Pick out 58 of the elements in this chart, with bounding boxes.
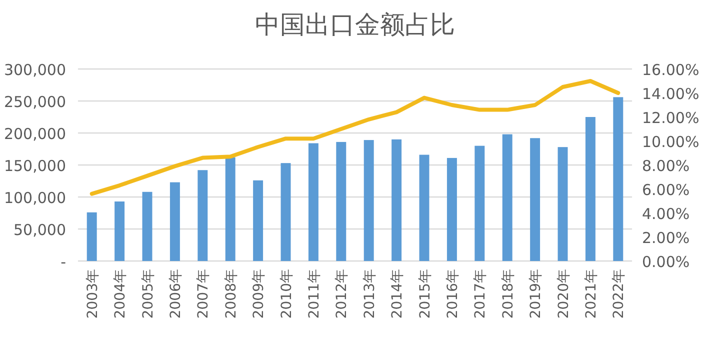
x-tick-label: 2013年 (362, 269, 378, 319)
y-tick-label: 150,000 (4, 157, 66, 175)
y-tick-label: 250,000 (4, 93, 66, 111)
y2-tick-label: 4.00% (642, 205, 690, 223)
x-tick-label: 2017年 (472, 269, 489, 319)
bar (474, 146, 485, 261)
chart-title: 中国出口金额占比 (255, 10, 455, 39)
x-tick-label: 2006年 (168, 269, 184, 319)
x-tick-label: 2010年 (278, 269, 295, 319)
y2-tick-label: 14.00% (642, 85, 700, 103)
x-tick-label: 2015年 (417, 269, 434, 319)
bar (170, 182, 180, 261)
bar (253, 180, 264, 261)
x-tick-label: 2009年 (251, 269, 268, 319)
bar (225, 157, 236, 261)
bar (308, 143, 318, 261)
y2-tick-label: 2.00% (642, 229, 690, 247)
y2-tick-label: 0.00% (642, 253, 690, 271)
y2-tick-label: 16.00% (642, 61, 700, 79)
bar (114, 201, 125, 261)
x-tick-label: 2008年 (223, 269, 240, 319)
bar (419, 154, 430, 261)
line-series (90, 79, 620, 196)
bar (280, 163, 291, 261)
y-tick-label: 50,000 (14, 221, 66, 239)
x-tick-label: 2007年 (196, 269, 212, 319)
x-tick-label: 2016年 (444, 269, 461, 319)
y2-tick-label: 6.00% (642, 181, 690, 199)
bar (198, 170, 208, 261)
x-tick-label: 2018年 (500, 269, 516, 319)
y-tick-label: 100,000 (4, 189, 66, 207)
x-tick-label: 2012年 (334, 269, 350, 319)
y2-tick-label: 8.00% (642, 157, 690, 175)
x-tick-label: 2004年 (112, 269, 129, 319)
bar (585, 117, 596, 261)
x-tick-label: 2014年 (390, 269, 406, 319)
bar (558, 147, 568, 261)
y-tick-label: 300,000 (4, 61, 66, 79)
bar (392, 139, 402, 261)
x-tick-label: 2011年 (306, 269, 322, 319)
y-tick-label: - (60, 253, 66, 271)
x-tick-label: 2020年 (556, 269, 572, 319)
bar (364, 140, 374, 261)
y-tick-label: 200,000 (4, 125, 66, 143)
bar (336, 142, 346, 261)
bar (613, 97, 624, 261)
x-tick-label: 2003年 (84, 269, 101, 319)
bar (86, 212, 97, 261)
x-tick-label: 2005年 (140, 269, 156, 319)
y2-tick-label: 12.00% (642, 109, 700, 127)
bar (502, 134, 512, 261)
x-tick-label: 2021年 (583, 269, 600, 319)
x-tick-label: 2022年 (611, 269, 628, 319)
bar (142, 192, 152, 261)
bar (530, 138, 540, 261)
x-tick-label: 2019年 (528, 269, 544, 319)
y2-tick-label: 10.00% (642, 133, 700, 151)
bar (446, 158, 457, 261)
